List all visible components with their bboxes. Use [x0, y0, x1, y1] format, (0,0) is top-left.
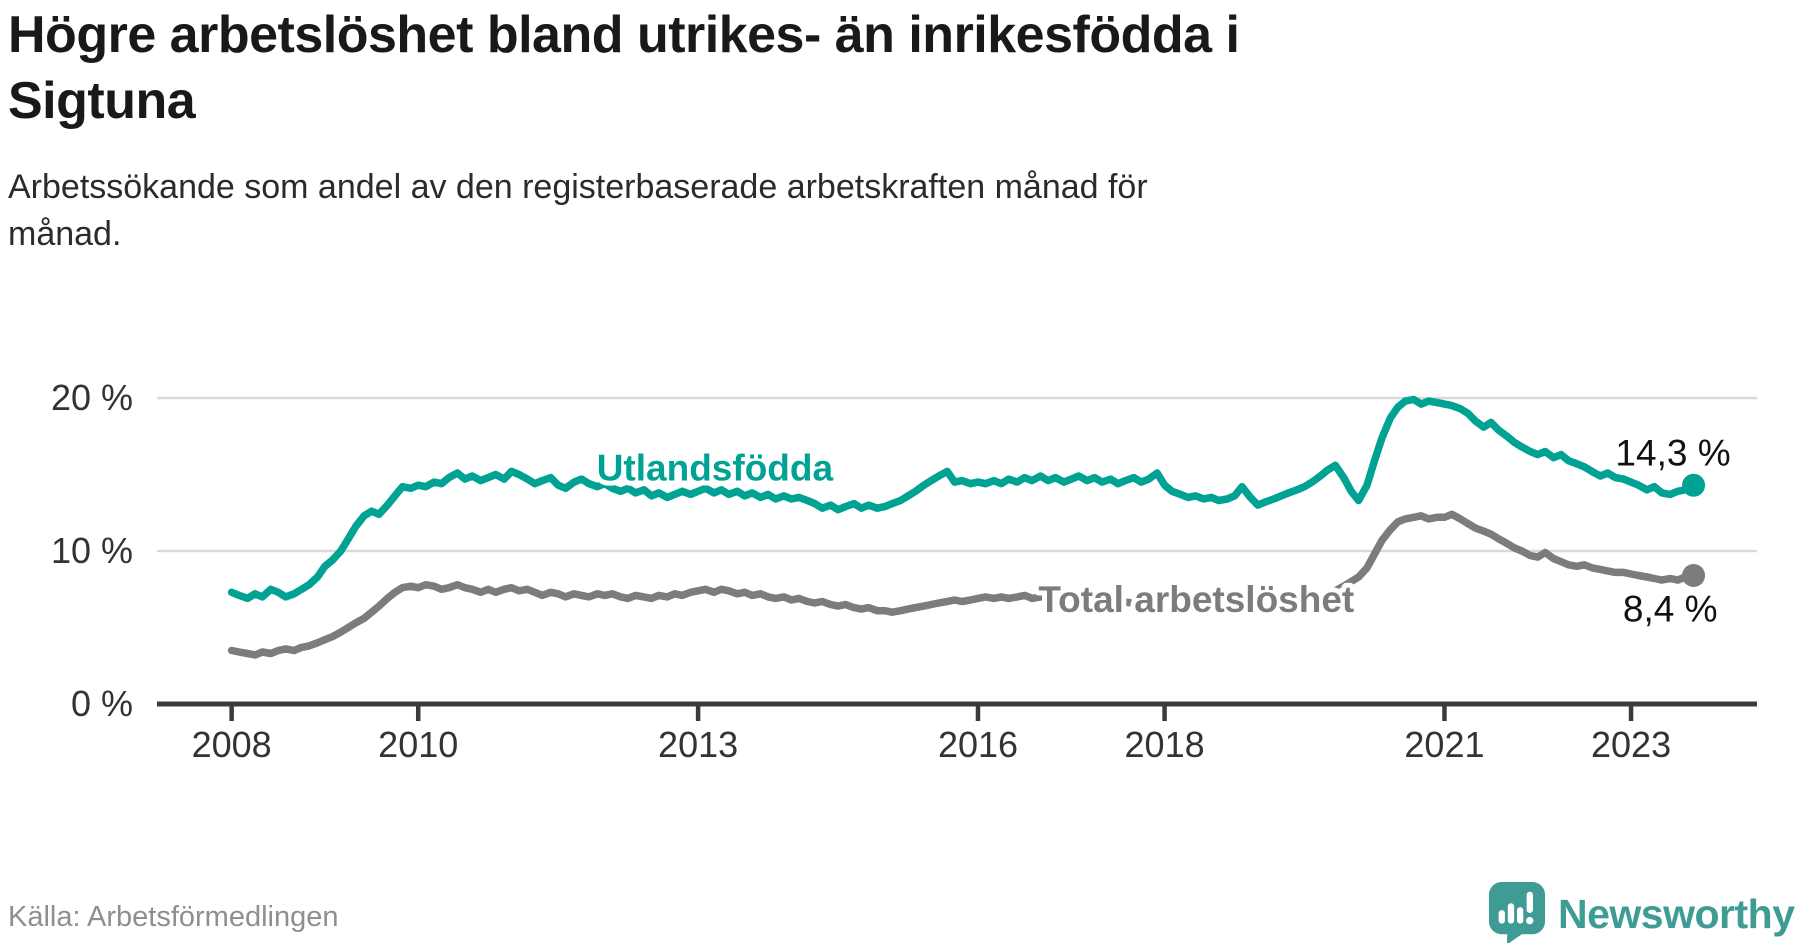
series-label: Total arbetslöshet	[1038, 579, 1354, 620]
bar-2	[1507, 902, 1515, 924]
y-tick-label: 20 %	[51, 377, 133, 418]
exclamation-dot	[1526, 916, 1534, 924]
series-end-dot-utlandsf-dda	[1682, 473, 1706, 497]
page-title-line-1: Högre arbetslöshet bland utrikes- än inr…	[8, 6, 1240, 64]
series-end-value-label: 8,4 %	[1623, 588, 1718, 629]
y-tick-label: 10 %	[51, 530, 133, 571]
x-tick-label: 2021	[1404, 724, 1484, 765]
y-tick-label: 0 %	[71, 683, 133, 724]
x-tick-label: 2016	[938, 724, 1018, 765]
chart-subtitle: Arbetssökande som andel av den registerb…	[8, 164, 1608, 258]
x-tick-label: 2013	[658, 724, 738, 765]
chart-subtitle-line-2: månad.	[8, 215, 122, 253]
newsworthy-logo: Newsworthy	[1488, 881, 1795, 948]
x-tick-label: 2018	[1125, 724, 1205, 765]
source-attribution: Källa: Arbetsförmedlingen	[8, 901, 339, 933]
bar-3	[1517, 906, 1524, 924]
exclamation-bar	[1526, 891, 1533, 913]
brand-name: Newsworthy	[1558, 890, 1795, 937]
series-line-utlandsf-dda	[227, 395, 1698, 603]
series-line-total-arbetsl-shet	[227, 510, 1698, 659]
page-title: Högre arbetslöshet bland utrikes- än inr…	[8, 2, 1608, 134]
page-title-line-2: Sigtuna	[8, 72, 196, 130]
series-end-value-label: 14,3 %	[1615, 432, 1730, 473]
bar-1	[1498, 909, 1505, 924]
x-tick-label: 2008	[192, 724, 272, 765]
newsworthy-speech-bubble-chart-icon	[1488, 881, 1546, 948]
x-tick-label: 2023	[1591, 724, 1671, 765]
chart-subtitle-line-1: Arbetssökande som andel av den registerb…	[8, 168, 1148, 206]
x-tick-label: 2010	[378, 724, 458, 765]
series-end-dot-total-arbetsl-shet	[1682, 563, 1706, 587]
series-label: Utlandsfödda	[597, 448, 834, 489]
